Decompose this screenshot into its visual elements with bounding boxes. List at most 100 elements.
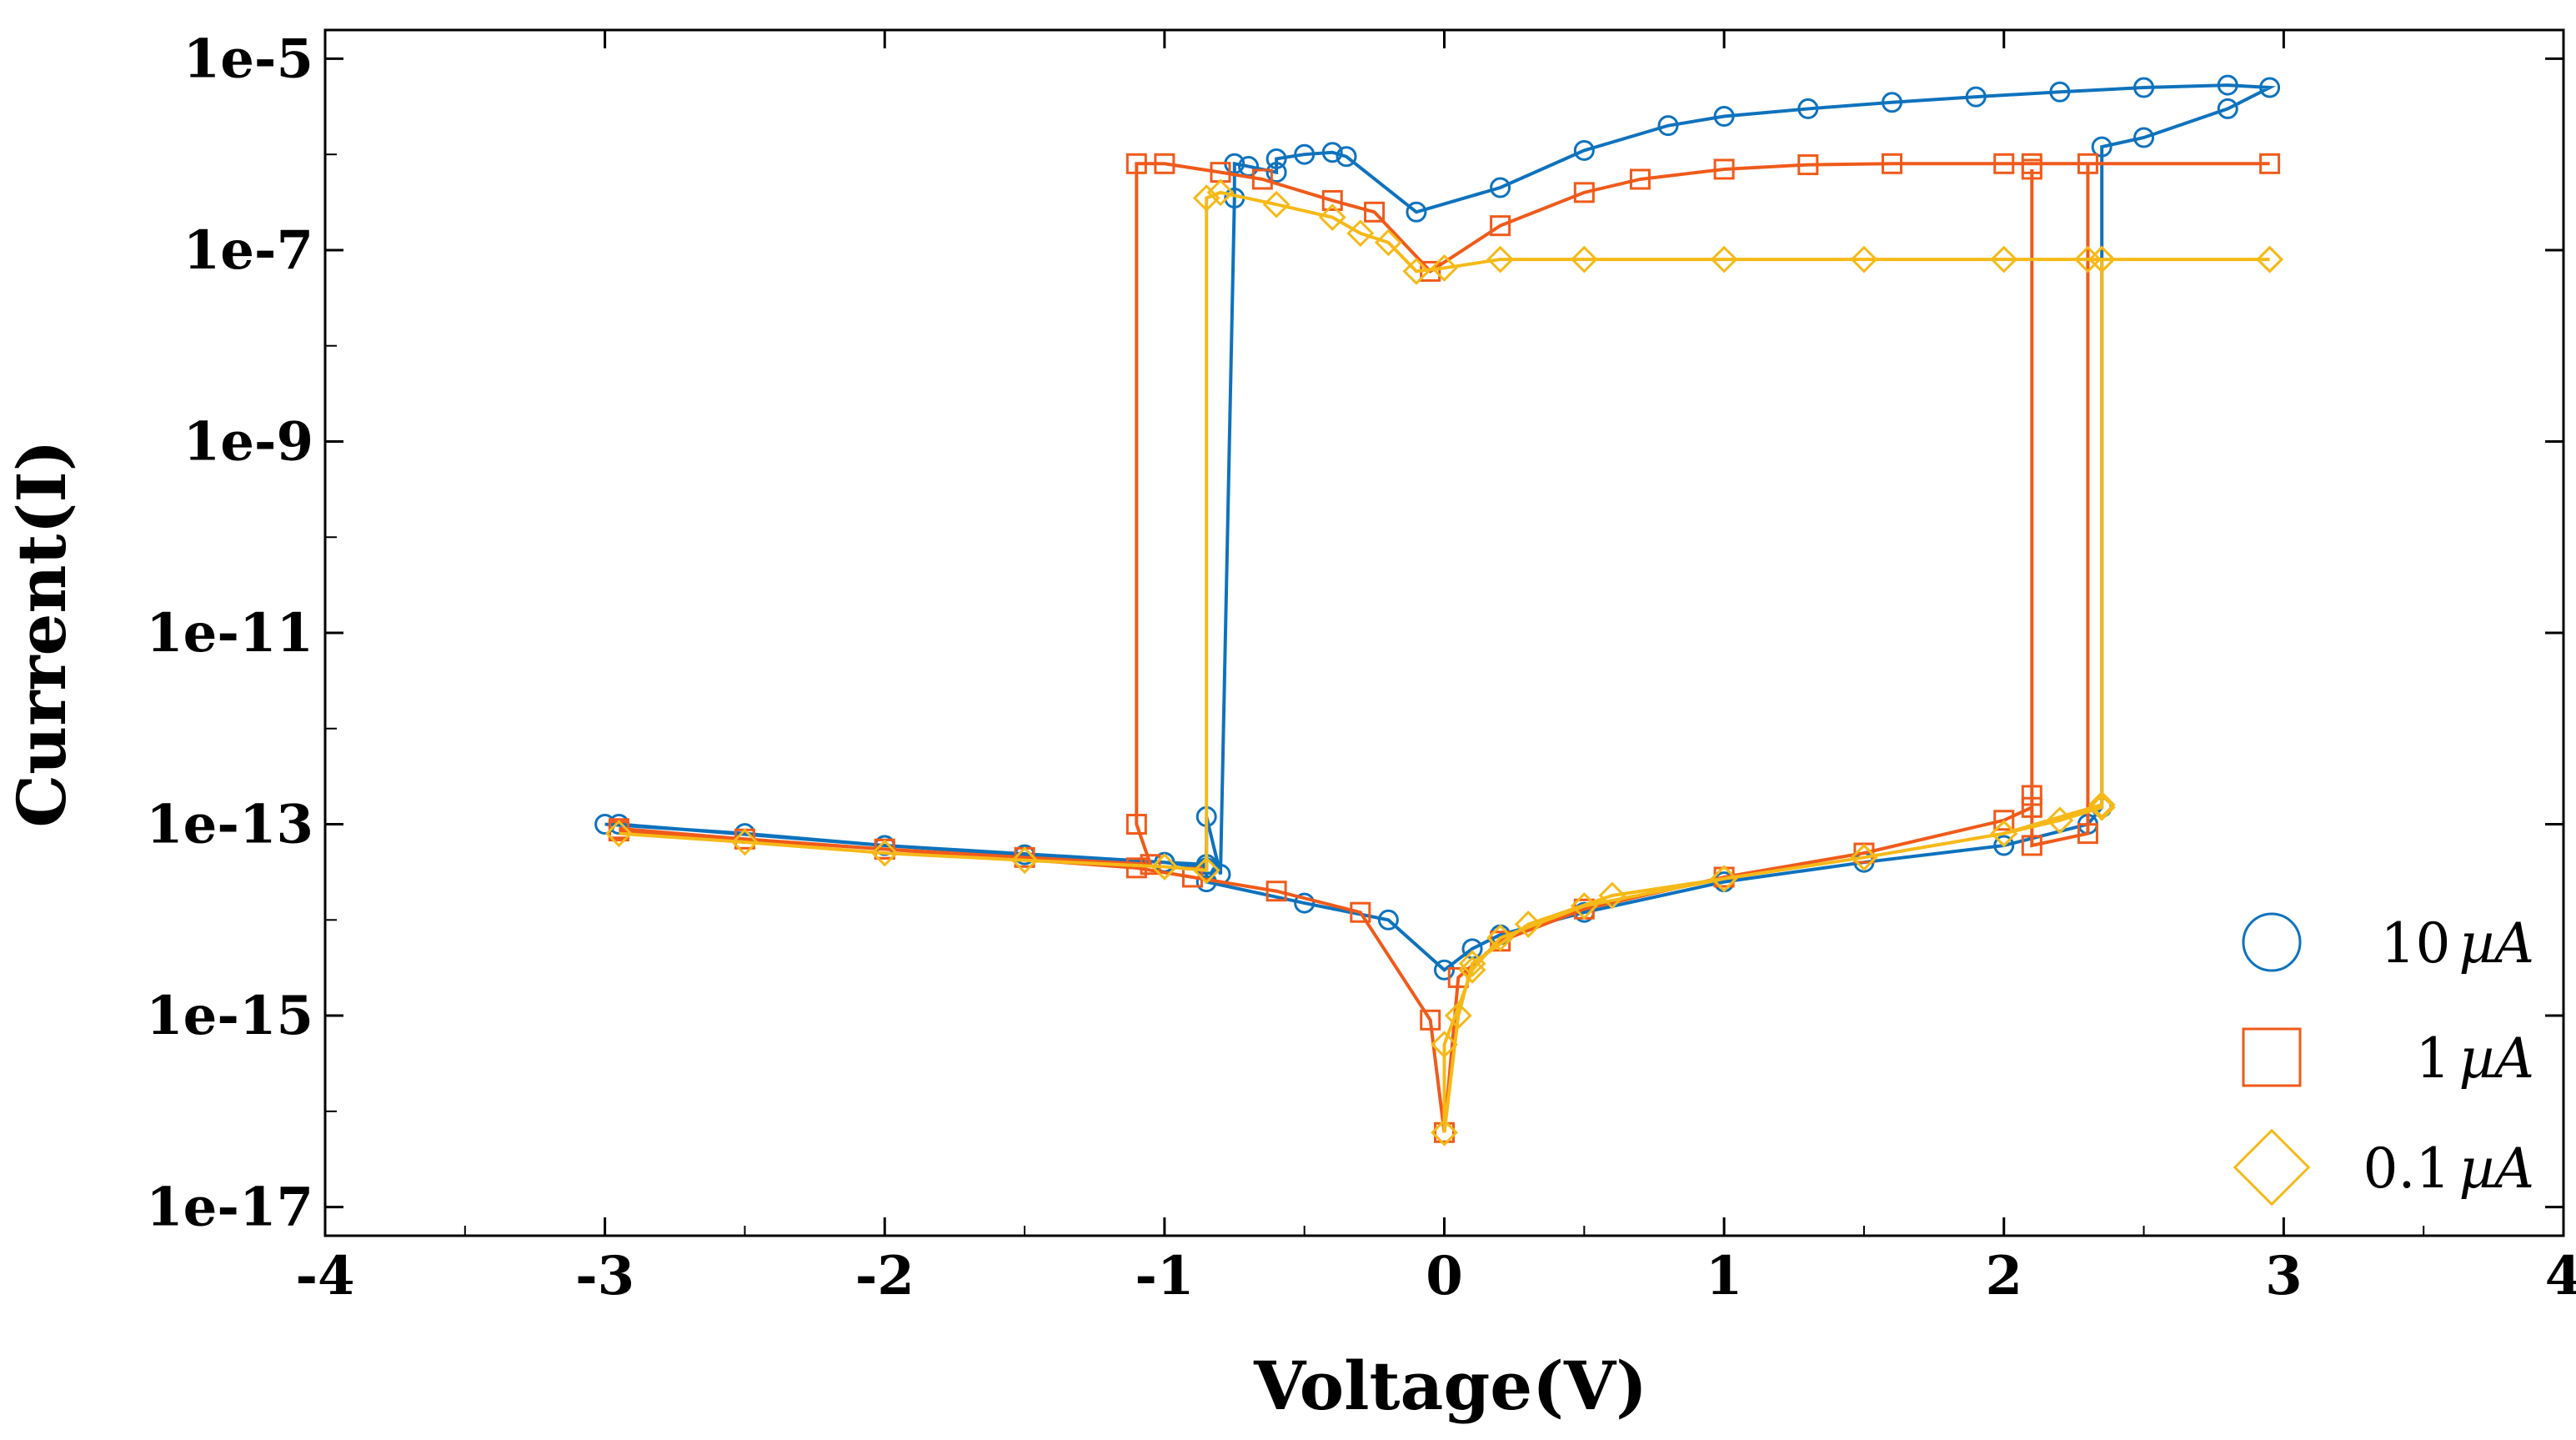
data-point (2087, 793, 2116, 821)
data-point (1458, 950, 1486, 978)
data-point (1573, 182, 1595, 203)
data-point (1570, 892, 1598, 920)
data-point (1010, 846, 1039, 875)
data-point (1377, 909, 1399, 931)
data-point (1882, 153, 1902, 174)
data-point (1318, 203, 1346, 232)
legend-label: 10 µA (2380, 911, 2534, 976)
data-point (1993, 810, 2015, 831)
data-point (1444, 1001, 1472, 1030)
data-point (1990, 820, 2018, 848)
data-point (1797, 98, 1819, 119)
y-tick-label: 1e-17 (146, 1177, 313, 1239)
series-line (604, 83, 2277, 972)
series-square (608, 153, 2281, 1143)
data-point (1850, 245, 1878, 273)
data-point (1321, 142, 1343, 163)
data-point (1629, 168, 1651, 190)
data-point (1514, 911, 1542, 938)
data-point (731, 828, 759, 856)
data-point (1374, 228, 1402, 257)
data-point (1265, 881, 1287, 902)
data-point (594, 814, 616, 835)
data-point (1657, 115, 1679, 137)
data-point (1710, 865, 1738, 893)
x-tick-label: 3 (2265, 1245, 2303, 1307)
data-point (870, 839, 899, 867)
data-point (1486, 924, 1515, 952)
data-point (1125, 814, 1147, 835)
data-point (1490, 177, 1511, 198)
data-point (1420, 1009, 1441, 1031)
data-point (2217, 74, 2238, 96)
legend-marker-square (2242, 1027, 2302, 1087)
data-point (1364, 201, 1386, 223)
data-point (1294, 892, 1316, 914)
data-point (1294, 143, 1316, 165)
legend-marker-diamond (2233, 1128, 2311, 1207)
data-point (1125, 153, 1147, 174)
data-point (2077, 153, 2098, 174)
data-point (2259, 77, 2281, 98)
x-tick-label: -3 (575, 1245, 634, 1307)
data-point (1431, 254, 1458, 282)
data-point (1431, 1031, 1458, 1059)
legend-label: 1 µA (2415, 1026, 2534, 1091)
x-tick-label: -1 (1135, 1245, 1194, 1307)
data-point (1710, 245, 1738, 273)
data-point (1265, 162, 1287, 183)
legend-marker-circle (2242, 912, 2302, 972)
series-diamond (604, 178, 2284, 1146)
data-point (1797, 154, 1819, 176)
x-axis-title: Voltage(V) (1253, 1347, 1647, 1425)
data-point (1192, 856, 1220, 885)
data-point (1350, 901, 1371, 923)
x-tick-label: 1 (1706, 1245, 1743, 1307)
y-tick-label: 1e-13 (146, 794, 313, 856)
data-point (2021, 785, 2042, 806)
data-point (2133, 127, 2155, 148)
data-point (1206, 178, 1235, 207)
x-tick-label: 0 (1426, 1245, 1463, 1307)
y-tick-label: 1e-11 (146, 602, 313, 665)
x-tick-label: 2 (1985, 1245, 2022, 1307)
data-point (1993, 153, 2015, 174)
data-point (1406, 201, 1427, 223)
data-point (1573, 139, 1595, 161)
series-circle (594, 74, 2281, 981)
x-tick-label: -2 (855, 1245, 915, 1307)
y-tick-label: 1e-7 (183, 219, 313, 282)
data-point (2021, 835, 2042, 856)
data-point (1431, 1118, 1458, 1146)
data-point (1713, 158, 1735, 180)
data-point (1850, 843, 1878, 871)
data-point (1570, 245, 1598, 273)
data-point (1154, 153, 1175, 174)
y-axis-title: Current(I) (3, 439, 81, 827)
data-point (2077, 823, 2098, 845)
data-point (1486, 245, 1515, 273)
data-point (1321, 189, 1343, 211)
data-point (1262, 190, 1291, 218)
data-point (2087, 245, 2116, 273)
data-point (2217, 98, 2238, 119)
data-point (1346, 219, 1375, 248)
x-tick-label: 4 (2545, 1245, 2576, 1307)
series-layer (594, 74, 2284, 1146)
data-point (1713, 106, 1735, 128)
data-point (1598, 881, 1626, 910)
data-point (2049, 81, 2071, 103)
legend: 10 µA 1 µA 0.1 µA (2233, 911, 2534, 1207)
data-point (1434, 959, 1455, 981)
y-tick-label: 1e-9 (183, 410, 313, 473)
y-tick-label: 1e-5 (183, 28, 313, 90)
data-point (1993, 835, 2015, 856)
data-point (2087, 790, 2116, 819)
data-point (2091, 136, 2112, 158)
data-point (1265, 148, 1287, 169)
series-line (619, 190, 2270, 1133)
data-point (2021, 796, 2042, 818)
data-point (2046, 806, 2074, 835)
